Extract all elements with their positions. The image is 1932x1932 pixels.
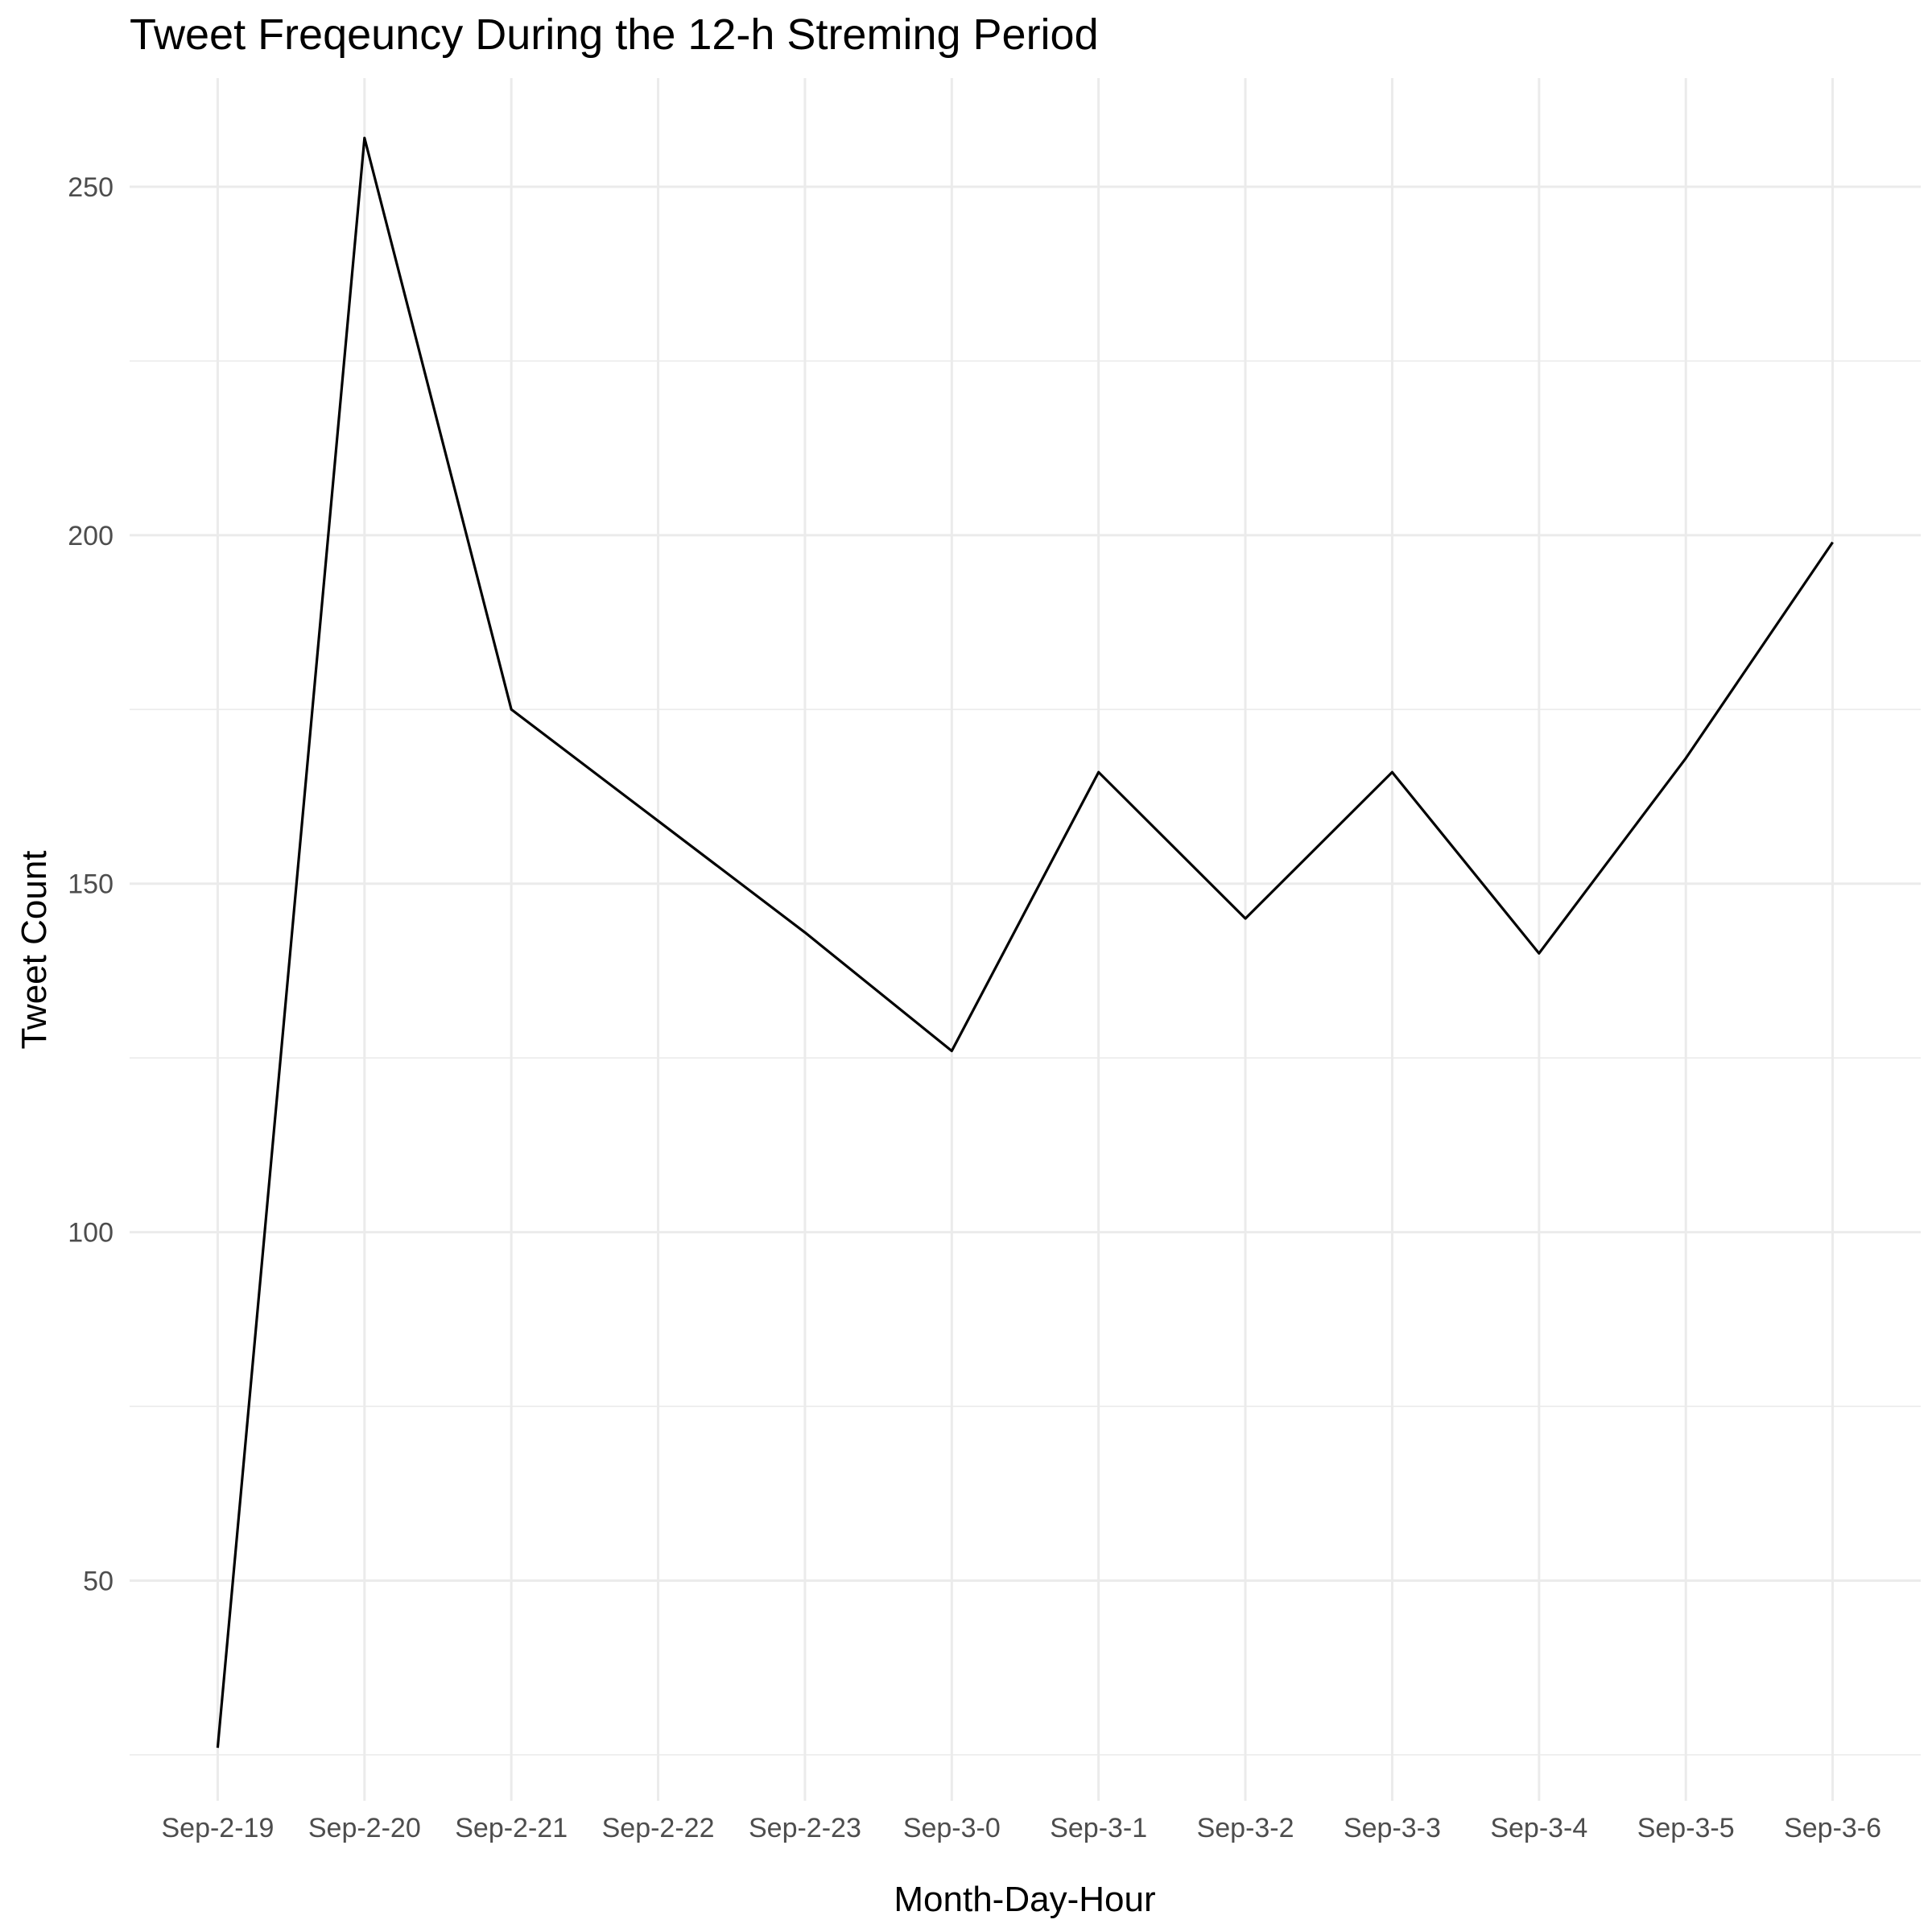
- x-tick-label: Sep-3-5: [1637, 1813, 1735, 1843]
- x-tick-label: Sep-2-23: [749, 1813, 861, 1843]
- y-axis-tick-labels: 50 100 150 200 250: [68, 172, 114, 1596]
- chart-title: Tweet Freqeuncy During the 12-h Streming…: [130, 10, 1099, 59]
- x-axis-title: Month-Day-Hour: [894, 1880, 1155, 1919]
- major-gridlines-x: [216, 78, 1835, 1801]
- y-tick-label: 100: [68, 1218, 114, 1249]
- y-axis-title: Tweet Count: [14, 850, 54, 1049]
- minor-gridlines-y: [130, 360, 1921, 1756]
- x-tick-label: Sep-3-4: [1490, 1813, 1587, 1843]
- x-tick-label: Sep-3-1: [1050, 1813, 1147, 1843]
- y-tick-label: 150: [68, 869, 114, 900]
- y-tick-label: 50: [83, 1566, 114, 1596]
- x-tick-label: Sep-2-21: [455, 1813, 568, 1843]
- x-tick-label: Sep-3-6: [1784, 1813, 1881, 1843]
- y-tick-label: 200: [68, 521, 114, 551]
- x-tick-label: Sep-2-19: [161, 1813, 274, 1843]
- x-tick-label: Sep-3-3: [1344, 1813, 1441, 1843]
- x-tick-label: Sep-2-22: [602, 1813, 715, 1843]
- tweet-count-line: [216, 136, 1834, 1748]
- x-tick-label: Sep-3-2: [1197, 1813, 1294, 1843]
- x-tick-label: Sep-2-20: [308, 1813, 421, 1843]
- y-tick-label: 250: [68, 172, 114, 203]
- x-tick-label: Sep-3-0: [903, 1813, 1001, 1843]
- major-gridlines-y: [130, 185, 1921, 1582]
- x-axis-tick-labels: Sep-2-19 Sep-2-20 Sep-2-21 Sep-2-22 Sep-2-23…: [161, 1813, 1881, 1843]
